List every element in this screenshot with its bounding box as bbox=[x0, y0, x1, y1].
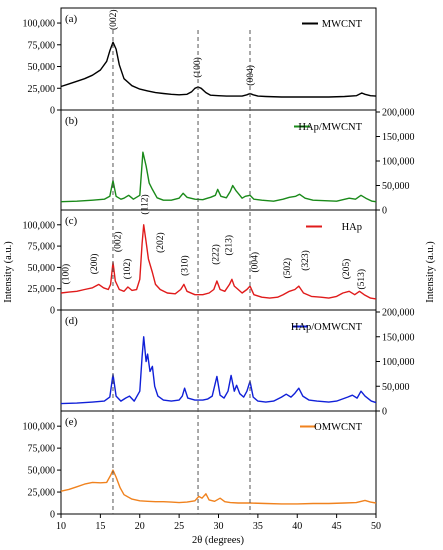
y-tick-label: 0 bbox=[382, 407, 387, 418]
series-line-hap bbox=[60, 224, 377, 300]
y-tick-label: 150,000 bbox=[382, 332, 415, 343]
y-axis-title-right: Intensity (a.u.) bbox=[425, 241, 436, 303]
peak-label: (310) bbox=[180, 255, 191, 276]
y-axis-title-left: Intensity (a.u.) bbox=[3, 241, 14, 303]
x-axis-title: 2θ (degrees) bbox=[192, 535, 244, 546]
x-tick-label: 50 bbox=[371, 521, 381, 532]
peak-label: (102) bbox=[122, 259, 133, 280]
y-tick-label: 50,000 bbox=[382, 181, 410, 192]
x-tick-label: 30 bbox=[214, 521, 224, 532]
y-tick-label: 25,000 bbox=[28, 84, 56, 95]
series-line-hap-mwcnt bbox=[60, 151, 377, 203]
series-line-mwcnt bbox=[60, 41, 377, 98]
y-tick-label: 25,000 bbox=[28, 488, 56, 499]
legend-label: HAp/MWCNT bbox=[298, 122, 362, 133]
y-tick-label: 150,000 bbox=[382, 132, 415, 143]
y-tick-label: 0 bbox=[50, 106, 55, 117]
y-tick-label: 100,000 bbox=[23, 19, 56, 30]
panel-tag: (c) bbox=[65, 215, 78, 227]
y-tick-label: 0 bbox=[50, 510, 55, 521]
x-axis: 10 15 20 25 30 35 40 45 50 bbox=[56, 514, 381, 532]
panel-hap: 0 25,000 50,000 75,000 100,000 (c) HAp (100) (20… bbox=[23, 194, 377, 317]
series-line-omwcnt bbox=[60, 469, 377, 505]
peak-label: (323) bbox=[300, 250, 311, 271]
y-tick-label: 50,000 bbox=[28, 466, 56, 477]
peak-label: (502) bbox=[282, 258, 293, 279]
legend-label: HAp/OMWCNT bbox=[291, 322, 363, 333]
series-line-hap-omwcnt bbox=[60, 336, 377, 405]
chart-panels: 0 25,000 50,000 75,000 100,000 (a) MWCNT (002) (… bbox=[23, 7, 415, 521]
peak-label: (002) bbox=[108, 9, 119, 30]
panel-tag: (b) bbox=[65, 115, 78, 127]
peak-label: (004) bbox=[250, 252, 261, 273]
y-tick-label: 0 bbox=[50, 306, 55, 317]
peak-label: (222) bbox=[210, 244, 221, 265]
peak-label: (213) bbox=[224, 235, 235, 256]
legend-label: MWCNT bbox=[322, 19, 363, 30]
panel-tag: (e) bbox=[65, 416, 78, 428]
y-tick-label: 100,000 bbox=[23, 422, 56, 433]
peak-label: (205) bbox=[341, 259, 352, 280]
legend-label: HAp bbox=[342, 222, 362, 233]
peak-label: (100) bbox=[61, 264, 72, 285]
peak-label: (112) bbox=[140, 194, 151, 214]
panel-tag: (d) bbox=[65, 315, 78, 327]
y-tick-label: 50,000 bbox=[382, 382, 410, 393]
x-tick-label: 40 bbox=[292, 521, 302, 532]
peak-label: (200) bbox=[89, 254, 100, 275]
y-tick-label: 50,000 bbox=[28, 263, 56, 274]
y-tick-label: 75,000 bbox=[28, 444, 56, 455]
x-tick-label: 20 bbox=[135, 521, 145, 532]
peak-label: (002) bbox=[113, 232, 124, 253]
y-tick-label: 25,000 bbox=[28, 284, 56, 295]
y-tick-label: 100,000 bbox=[382, 157, 415, 168]
y-tick-label: 100,000 bbox=[23, 220, 56, 231]
reference-lines bbox=[112, 30, 251, 514]
y-tick-label: 0 bbox=[382, 206, 387, 217]
y-tick-label: 200,000 bbox=[382, 308, 415, 319]
panel-omwcnt: 0 25,000 50,000 75,000 100,000 (e) OMWCNT bbox=[23, 410, 377, 521]
y-tick-label: 200,000 bbox=[382, 108, 415, 119]
x-tick-label: 10 bbox=[56, 521, 66, 532]
panel-hap-omwcnt: 0 50,000 100,000 150,000 200,000 (d) HAp/OMWCN… bbox=[60, 308, 415, 418]
x-tick-label: 35 bbox=[253, 521, 263, 532]
y-tick-label: 50,000 bbox=[28, 62, 56, 73]
panel-tag: (a) bbox=[65, 13, 78, 25]
legend-label: OMWCNT bbox=[314, 422, 362, 433]
panel-hap-mwcnt: 0 50,000 100,000 150,000 200,000 (b) HAp/MWCNT bbox=[60, 108, 415, 217]
peak-label: (202) bbox=[155, 232, 166, 253]
y-tick-label: 100,000 bbox=[382, 357, 415, 368]
y-tick-label: 75,000 bbox=[28, 40, 56, 51]
peak-label: (513) bbox=[356, 269, 367, 290]
x-tick-label: 15 bbox=[95, 521, 105, 532]
x-tick-label: 45 bbox=[332, 521, 342, 532]
y-tick-label: 75,000 bbox=[28, 242, 56, 253]
x-tick-label: 25 bbox=[174, 521, 184, 532]
